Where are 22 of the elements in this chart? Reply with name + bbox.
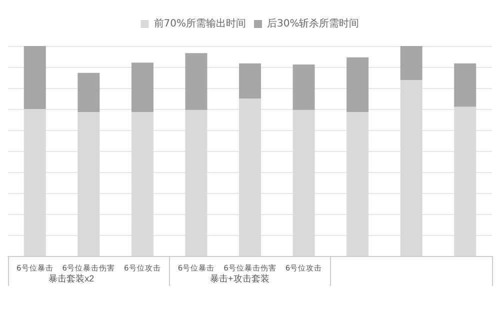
bar: [292, 64, 315, 110]
bar: [346, 57, 369, 112]
bar: [454, 106, 476, 256]
text: 暴击套装x2: [48, 274, 94, 284]
bar: [185, 53, 208, 110]
bar: [292, 110, 315, 256]
bar: [400, 46, 422, 80]
bar: [24, 109, 46, 256]
bar: [24, 46, 46, 109]
bar: [454, 63, 476, 107]
text: 暴击+攻击套装: [210, 274, 270, 284]
bar: [78, 112, 100, 256]
bar: [346, 112, 369, 256]
bar: [78, 72, 100, 112]
bar: [185, 110, 208, 256]
legend-label: 后30%斩杀所需时间: [267, 18, 360, 30]
bar: [239, 63, 261, 98]
bar: [131, 62, 154, 112]
bar: [400, 80, 422, 256]
bar: [131, 112, 154, 256]
bar: [239, 98, 261, 256]
legend-label: 前70%所需输出时间: [154, 18, 246, 30]
